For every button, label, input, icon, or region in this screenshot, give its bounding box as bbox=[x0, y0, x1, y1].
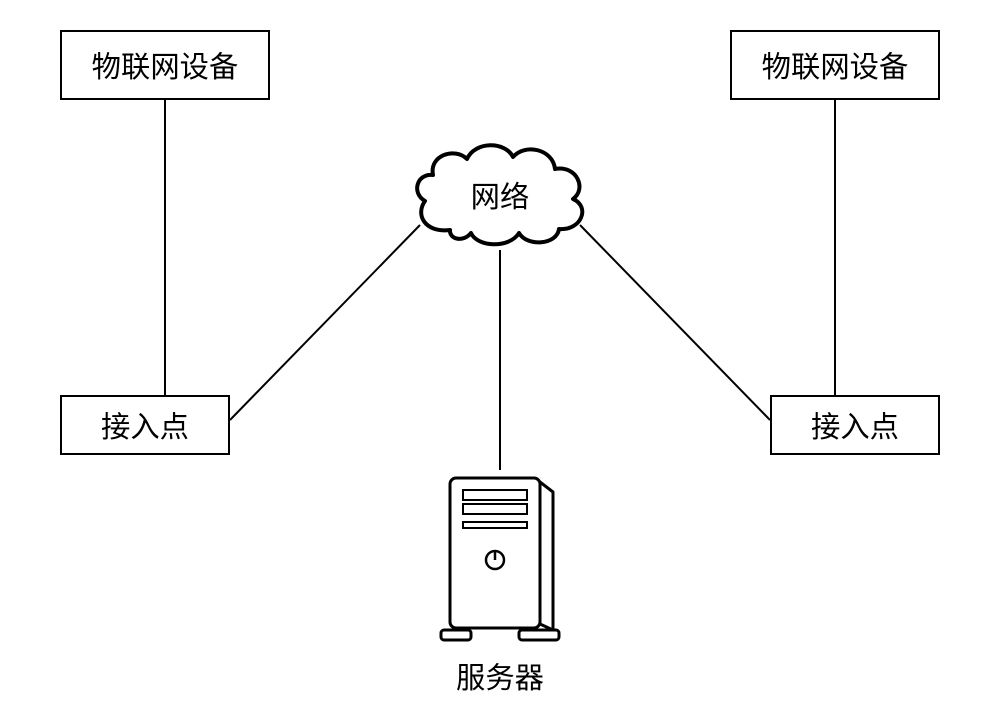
cloud-label-container: 网络 bbox=[405, 135, 595, 255]
node-label: 服务器 bbox=[456, 663, 544, 695]
node-label: 网络 bbox=[471, 174, 530, 216]
node-iot-device-left: 物联网设备 bbox=[60, 30, 270, 100]
node-access-point-left: 接入点 bbox=[60, 395, 230, 455]
diagram-canvas: 物联网设备 物联网设备 接入点 接入点 网络 服务器 bbox=[0, 0, 1000, 720]
server-caption: 服务器 bbox=[435, 655, 565, 697]
node-label: 接入点 bbox=[811, 404, 899, 446]
edge bbox=[580, 225, 770, 420]
node-iot-device-right: 物联网设备 bbox=[730, 30, 940, 100]
node-label: 物联网设备 bbox=[92, 44, 239, 86]
node-access-point-right: 接入点 bbox=[770, 395, 940, 455]
node-label: 接入点 bbox=[101, 404, 189, 446]
edge bbox=[230, 225, 420, 420]
node-label: 物联网设备 bbox=[762, 44, 909, 86]
server-icon bbox=[435, 470, 565, 650]
